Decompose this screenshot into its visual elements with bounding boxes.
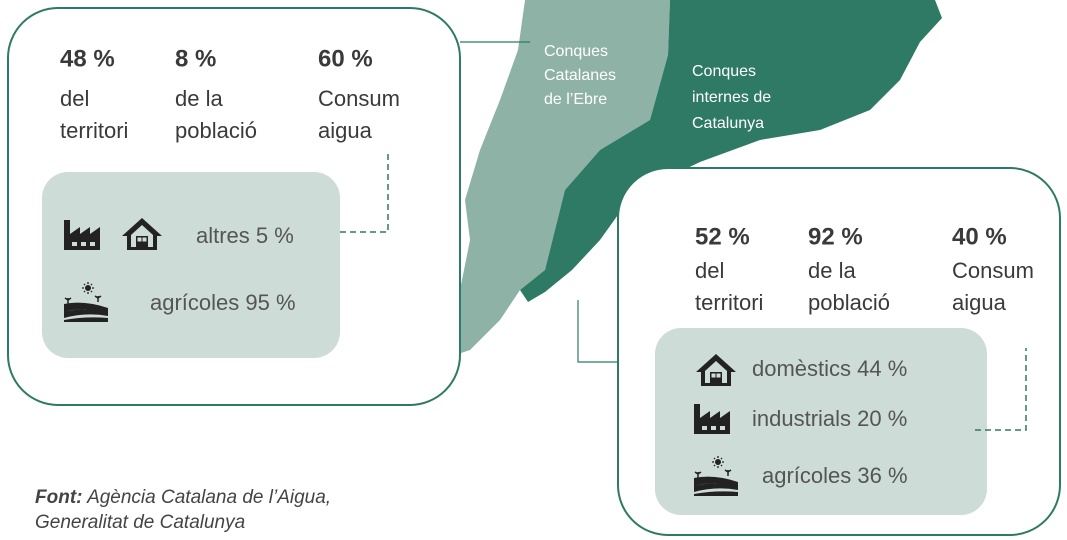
stat-label: de la — [175, 86, 223, 111]
source-text: Generalitat de Catalunya — [35, 512, 245, 533]
stat-value: 92 % — [808, 223, 863, 250]
stat-value: 48 % — [60, 45, 115, 72]
stat-label: Consum — [952, 258, 1034, 283]
stat-label: població — [175, 118, 257, 143]
source-text: Agència Catalana de l’Aigua, — [86, 487, 331, 508]
map-label: Conques — [544, 43, 608, 60]
stat-label: Consum — [318, 86, 400, 111]
use-label: agrícoles 95 % — [150, 290, 296, 315]
stat-label: territori — [695, 290, 763, 315]
stat-value: 60 % — [318, 45, 373, 72]
source-label: Font: — [35, 487, 82, 508]
use-label: domèstics 44 % — [752, 356, 907, 381]
region-internes — [520, 0, 942, 302]
stat-label: del — [60, 86, 89, 111]
map-label: de l’Ebre — [544, 91, 607, 108]
dashed-connector — [340, 150, 389, 233]
stat-label: població — [808, 290, 890, 315]
stat-label: aigua — [318, 118, 373, 143]
source: Font: Agència Catalana de l’Aigua, — [35, 487, 331, 508]
map-label: Catalanes — [544, 67, 616, 84]
left-uses-panel — [42, 172, 340, 358]
stat-value: 52 % — [695, 223, 750, 250]
map-label: internes de — [692, 89, 771, 106]
dashed-connector — [975, 348, 1027, 431]
right-uses-panel — [655, 328, 987, 515]
stat-value: 40 % — [952, 223, 1007, 250]
stat-value: 8 % — [175, 45, 216, 72]
stat-label: territori — [60, 118, 128, 143]
region-ebre — [452, 0, 670, 356]
use-label: industrials 20 % — [752, 406, 907, 431]
use-label: altres 5 % — [196, 223, 294, 248]
map-label: Conques — [692, 63, 756, 80]
stat-label: del — [695, 258, 724, 283]
stat-label: aigua — [952, 290, 1007, 315]
map-label: Catalunya — [692, 115, 764, 132]
use-label: agrícoles 36 % — [762, 463, 908, 488]
stat-label: de la — [808, 258, 856, 283]
